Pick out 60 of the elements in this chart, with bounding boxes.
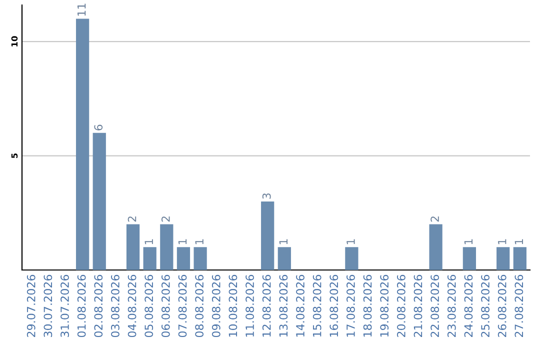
x-tick-label: 18.08.2026 [363,274,372,337]
bar [462,247,476,270]
data-label: 2 [430,216,439,222]
data-label: 2 [128,216,136,222]
data-label: 1 [178,239,187,244]
bar [513,247,526,270]
bar [126,224,140,270]
bar [261,201,274,270]
y-tick-label: 5 [11,153,18,158]
data-label: 6 [94,124,103,130]
x-tick-label: 23.08.2026 [447,274,456,337]
x-tick-label: 30.07.2026 [44,274,52,337]
data-label: 1 [195,239,204,244]
x-tick-label: 08.08.2026 [195,274,204,338]
data-label: 11 [78,4,86,16]
data-label: 1 [279,239,288,244]
x-tick-label: 26.08.2026 [498,274,506,337]
x-tick-label: 11.08.2026 [246,274,254,337]
data-label: 1 [498,239,506,244]
x-tick-label: 22.08.2026 [430,274,440,337]
bar [496,247,510,270]
bar [429,224,442,270]
x-tick-label: 14.08.2026 [296,274,304,337]
x-tick-label: 24.08.2026 [464,274,473,337]
x-tick-label: 07.08.2026 [178,274,187,338]
x-tick-label: 15.08.2026 [312,274,322,337]
x-tick-label: 04.08.2026 [128,274,136,338]
x-tick-label: 03.08.2026 [111,274,120,338]
bar [345,247,358,270]
x-tick-label: 10.08.2026 [228,274,238,337]
data-label: 1 [464,239,473,244]
x-tick-label: 05.08.2026 [144,274,154,338]
data-label: 3 [262,193,271,199]
bar [176,247,190,270]
bar [76,18,90,270]
x-tick-label: 27.08.2026 [514,274,524,337]
x-tick-label: 25.08.2026 [481,274,490,337]
x-tick-label: 06.08.2026 [161,274,170,338]
x-tick-label: 09.08.2026 [212,274,220,338]
data-label: 2 [161,216,170,222]
x-tick-label: 20.08.2026 [396,274,406,337]
bar [160,224,174,270]
x-tick-label: 31.07.2026 [60,274,69,337]
data-label: 1 [514,239,523,244]
x-tick-label: 17.08.2026 [346,274,355,337]
data-label: 1 [346,239,355,244]
x-tick-label: 29.07.2026 [26,274,36,337]
x-tick-label: 21.08.2026 [414,274,422,337]
bar [92,132,106,270]
x-tick-label: 02.08.2026 [94,274,103,338]
x-tick-label: 13.08.2026 [279,274,288,337]
x-tick-label: 12.08.2026 [262,274,271,337]
bar [143,247,156,270]
data-label: 1 [144,239,153,244]
x-tick-label: 19.08.2026 [380,274,389,337]
bar [278,247,291,270]
y-tick-label: 10 [11,36,18,46]
x-tick-label: 16.08.2026 [330,274,338,337]
bar [194,247,207,270]
x-tick-label: 01.08.2026 [77,274,86,338]
